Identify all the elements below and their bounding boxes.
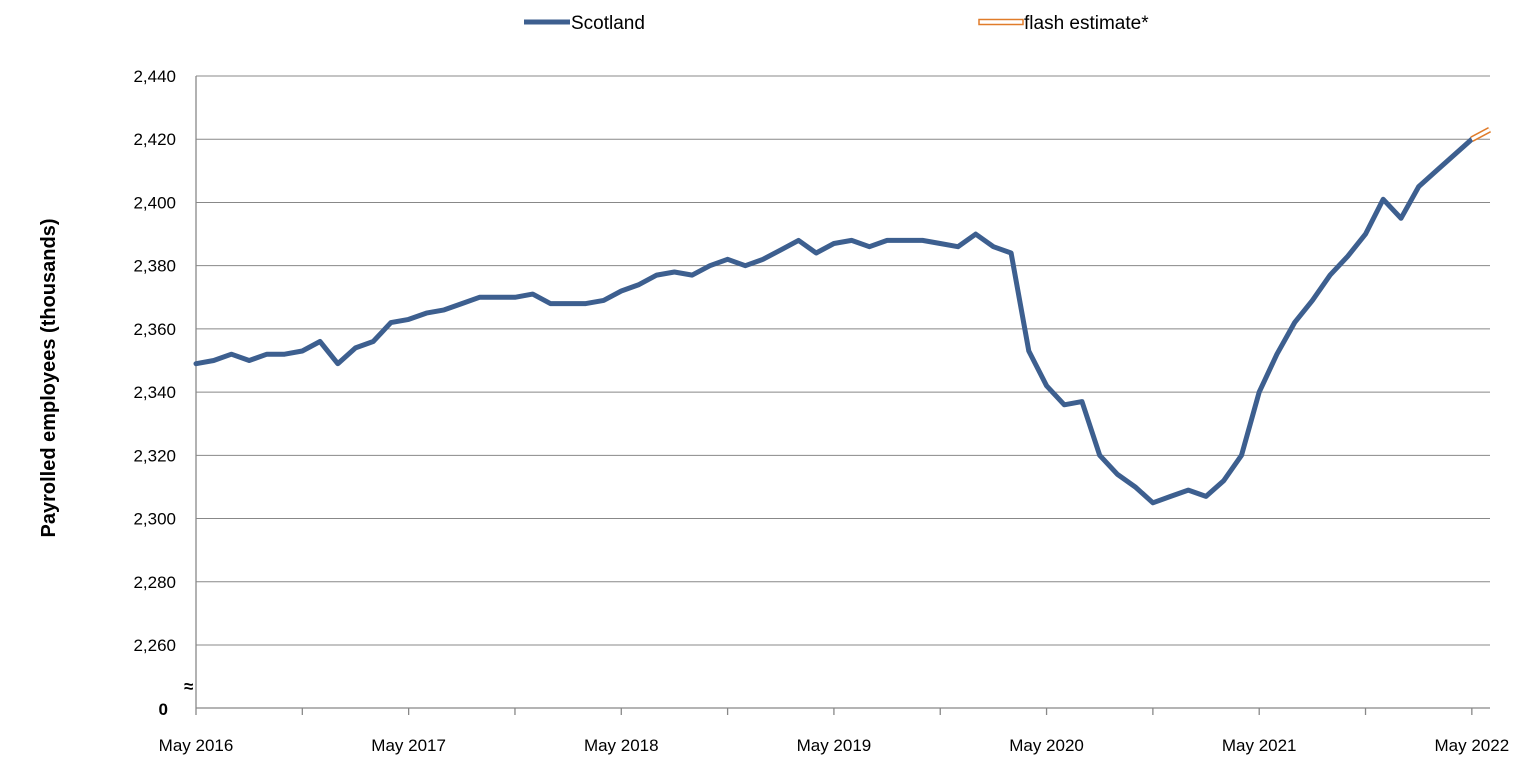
x-tick-label-may-2018: May 2018 xyxy=(584,736,659,755)
y-axis-title: Payrolled employees (thousands) xyxy=(38,219,60,538)
y-tick-label-2260: 2,260 xyxy=(133,636,176,655)
series-line-flash-estimate-inner xyxy=(1471,128,1491,141)
legend-label-flash-estimate: flash estimate* xyxy=(1024,13,1149,34)
y-tick-label-2400: 2,400 xyxy=(133,193,176,212)
legend-label-scotland: Scotland xyxy=(571,13,645,34)
x-tick-label-may-2021: May 2021 xyxy=(1222,736,1297,755)
y-tick-label-2420: 2,420 xyxy=(133,130,176,149)
y-tick-label-2280: 2,280 xyxy=(133,573,176,592)
y-tick-label-2440: 2,440 xyxy=(133,67,176,86)
x-axis-tick-labels: May 2016 May 2017 May 2018 May 2019 May 2020… xyxy=(159,736,1510,755)
gridlines xyxy=(196,75,1490,646)
x-tick-label-may-2022: May 2022 xyxy=(1435,736,1510,755)
legend: Scotland flash estimate* xyxy=(524,13,1149,34)
axis-break-symbol: ≈ xyxy=(184,677,193,696)
x-tick-label-may-2016: May 2016 xyxy=(159,736,234,755)
y-tick-label-2380: 2,380 xyxy=(133,257,176,276)
y-axis-tick-labels: 2,260 2,280 2,300 2,320 2,340 2,360 2,380 2,400… xyxy=(133,67,193,719)
y-tick-label-2360: 2,360 xyxy=(133,320,176,339)
x-tick-label-may-2017: May 2017 xyxy=(371,736,446,755)
axes xyxy=(195,76,1490,715)
series xyxy=(193,127,1492,506)
legend-swatch-flash-estimate xyxy=(978,18,1024,26)
y-tick-label-zero: 0 xyxy=(159,700,168,719)
y-tick-label-2320: 2,320 xyxy=(133,446,176,465)
x-tick-label-may-2019: May 2019 xyxy=(797,736,872,755)
y-tick-label-2300: 2,300 xyxy=(133,510,176,529)
x-tick-label-may-2020: May 2020 xyxy=(1009,736,1084,755)
series-line-scotland xyxy=(193,136,1475,506)
y-tick-label-2340: 2,340 xyxy=(133,383,176,402)
